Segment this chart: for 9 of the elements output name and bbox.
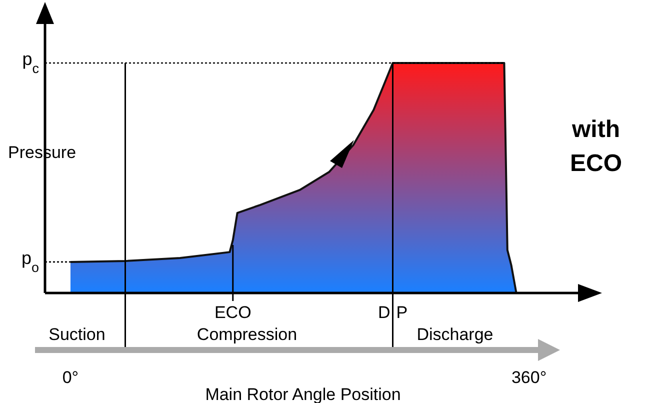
ref-line-label: p$_{o}$ <box>21 248 39 274</box>
x-tick-label: 0° <box>62 368 79 387</box>
annotation: with ECO <box>570 116 622 177</box>
text: Compression <box>196 325 298 344</box>
x-tick-label: 360° <box>511 368 547 387</box>
ref-line-label: ECO <box>214 303 252 322</box>
ref-line-label: p$_{c}$ <box>22 49 40 76</box>
text: Discharge <box>416 325 494 344</box>
text: Suction <box>48 325 106 344</box>
